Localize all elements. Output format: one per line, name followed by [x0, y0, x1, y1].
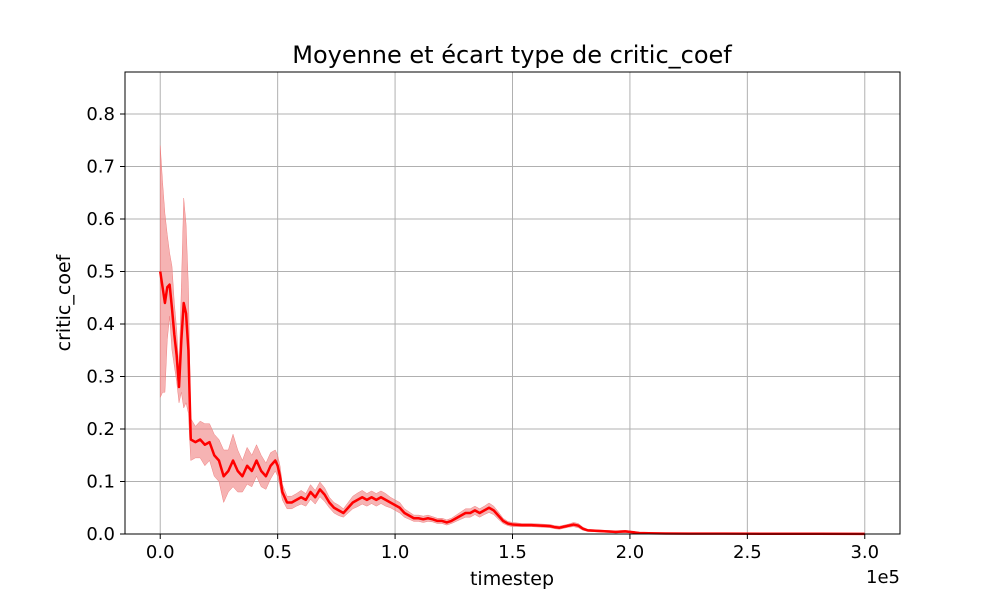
x-axis-label: timestep — [470, 568, 554, 590]
mean-line-layer — [158, 271, 865, 536]
grid — [125, 72, 900, 535]
y-tick-label: 0.6 — [86, 209, 115, 230]
x-tick-label: 2.0 — [616, 542, 645, 563]
x-axis-offset-label: 1e5 — [866, 567, 900, 588]
y-tick-label: 0.3 — [86, 367, 115, 388]
x-tick-label: 1.0 — [381, 542, 410, 563]
y-tick-label: 0.1 — [86, 472, 115, 493]
mean-line — [158, 271, 865, 536]
x-tick-label: 1.5 — [498, 542, 527, 563]
x-axis-ticks: 0.0 0.5 1.0 1.5 2.0 2.5 3.0 — [146, 534, 879, 563]
y-tick-label: 0.2 — [86, 419, 115, 440]
y-tick-label: 0.4 — [86, 314, 115, 335]
x-tick-label: 3.0 — [850, 542, 879, 563]
y-tick-label: 0.5 — [86, 262, 115, 283]
x-tick-label: 2.5 — [733, 542, 762, 563]
y-tick-label: 0.8 — [86, 104, 115, 125]
y-axis-label: critic_coef — [53, 253, 75, 351]
chart-title: Moyenne et écart type de critic_coef — [292, 41, 732, 69]
y-tick-label: 0.0 — [86, 524, 115, 545]
x-tick-label: 0.0 — [146, 542, 175, 563]
x-tick-label: 0.5 — [263, 542, 292, 563]
y-axis-ticks: 0.0 0.1 0.2 0.3 0.4 0.5 0.6 0.7 0.8 — [86, 104, 125, 545]
y-tick-label: 0.7 — [86, 157, 115, 178]
